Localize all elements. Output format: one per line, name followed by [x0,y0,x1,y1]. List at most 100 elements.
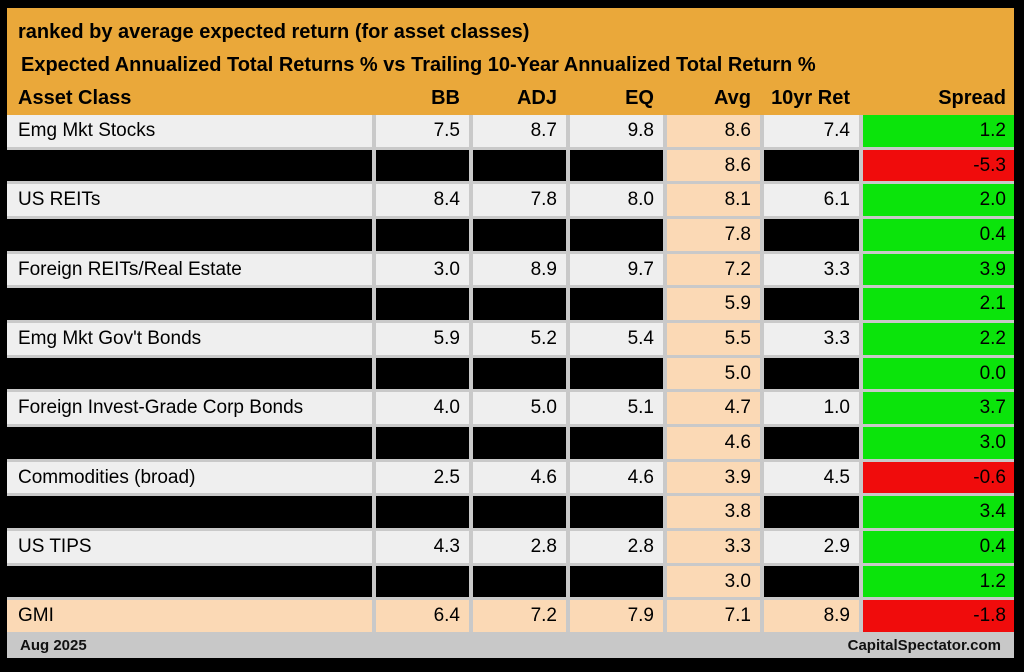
cell-spread: 1.2 [859,115,1014,147]
cell-ret10 [760,219,859,251]
cell-asset-class: Emg Mkt Gov't Bonds [7,323,372,355]
cell-asset-class [7,496,372,529]
cell-bb: 7.5 [372,115,469,147]
cell-adj: 8.9 [469,253,566,286]
cell-adj: 5.2 [469,323,566,355]
table-row-redacted: 7.8 0.4 [7,219,1014,254]
chart-subtitle: Expected Annualized Total Returns % vs T… [21,54,816,76]
cell-avg: 4.6 [663,427,760,459]
table-row: GMI 6.4 7.2 7.9 7.1 8.9 -1.8 [7,600,1014,633]
cell-eq [566,427,663,459]
cell-ret10: 1.0 [760,392,859,425]
cell-eq: 9.7 [566,253,663,286]
header-band: ranked by average expected return (for a… [7,8,1014,115]
table-row-redacted: 8.6 -5.3 [7,149,1014,185]
cell-asset-class: Foreign Invest-Grade Corp Bonds [7,392,372,425]
cell-adj: 5.0 [469,392,566,425]
cell-asset-class: US REITs [7,184,372,217]
cell-bb [372,496,469,529]
cell-asset-class [7,357,372,390]
cell-bb: 6.4 [372,600,469,633]
cell-adj [469,288,566,321]
cell-avg: 3.9 [663,461,760,494]
cell-adj: 8.7 [469,115,566,147]
cell-eq [566,219,663,251]
cell-ret10 [760,496,859,529]
cell-adj [469,357,566,390]
cell-ret10: 7.4 [760,115,859,147]
cell-asset-class [7,288,372,321]
cell-avg: 3.3 [663,531,760,563]
table-inner: ranked by average expected return (for a… [7,8,1014,658]
table-row-redacted: 3.8 3.4 [7,496,1014,532]
cell-spread: 0.4 [859,219,1014,251]
cell-avg: 3.0 [663,565,760,598]
column-header-adj: ADJ [516,87,557,109]
cell-asset-class: Commodities (broad) [7,461,372,494]
cell-bb [372,149,469,182]
cell-ret10: 2.9 [760,531,859,563]
cell-adj [469,219,566,251]
table-row-redacted: 5.9 2.1 [7,288,1014,324]
cell-bb [372,427,469,459]
cell-avg: 7.2 [663,253,760,286]
cell-avg: 3.8 [663,496,760,529]
footer-date: Aug 2025 [20,636,87,654]
cell-bb [372,565,469,598]
cell-adj [469,149,566,182]
cell-eq [566,288,663,321]
cell-spread: 0.4 [859,531,1014,563]
cell-spread: 3.7 [859,392,1014,425]
cell-asset-class [7,219,372,251]
cell-adj: 4.6 [469,461,566,494]
cell-avg: 8.6 [663,149,760,182]
cell-spread: 0.0 [859,357,1014,390]
cell-eq [566,565,663,598]
cell-avg: 8.1 [663,184,760,217]
footer-bar: Aug 2025 CapitalSpectator.com [7,632,1014,658]
cell-asset-class: GMI [7,600,372,633]
cell-avg: 4.7 [663,392,760,425]
table-row-redacted: 4.6 3.0 [7,427,1014,462]
cell-asset-class: Emg Mkt Stocks [7,115,372,147]
cell-bb: 3.0 [372,253,469,286]
column-header-avg: Avg [713,87,751,109]
cell-eq [566,149,663,182]
cell-spread: 3.4 [859,496,1014,529]
footer-source: CapitalSpectator.com [847,636,1001,654]
table-row-redacted: 3.0 1.2 [7,565,1014,601]
column-header-row: Asset Class BB ADJ EQ Avg 10yr Ret Sprea… [7,82,1014,115]
table-row: US TIPS 4.3 2.8 2.8 3.3 2.9 0.4 [7,531,1014,566]
column-header-bb: BB [431,87,460,109]
cell-spread: -5.3 [859,149,1014,182]
cell-avg: 7.8 [663,219,760,251]
cell-asset-class: Foreign REITs/Real Estate [7,253,372,286]
cell-eq: 5.4 [566,323,663,355]
cell-bb: 4.0 [372,392,469,425]
cell-eq: 4.6 [566,461,663,494]
cell-eq: 9.8 [566,115,663,147]
cell-ret10 [760,149,859,182]
cell-ret10: 3.3 [760,253,859,286]
cell-eq: 2.8 [566,531,663,563]
column-header-eq: EQ [625,87,654,109]
cell-ret10: 4.5 [760,461,859,494]
cell-asset-class [7,149,372,182]
cell-eq [566,357,663,390]
cell-bb [372,219,469,251]
cell-spread: 2.0 [859,184,1014,217]
cell-bb: 8.4 [372,184,469,217]
cell-ret10: 3.3 [760,323,859,355]
cell-spread: 3.9 [859,253,1014,286]
cell-adj: 7.2 [469,600,566,633]
table-row: Commodities (broad) 2.5 4.6 4.6 3.9 4.5 -0.6 [7,461,1014,497]
cell-ret10 [760,357,859,390]
cell-avg: 5.0 [663,357,760,390]
cell-ret10: 8.9 [760,600,859,633]
cell-adj: 7.8 [469,184,566,217]
column-header-asset-class: Asset Class [18,87,132,109]
cell-avg: 5.9 [663,288,760,321]
cell-ret10: 6.1 [760,184,859,217]
cell-adj [469,427,566,459]
